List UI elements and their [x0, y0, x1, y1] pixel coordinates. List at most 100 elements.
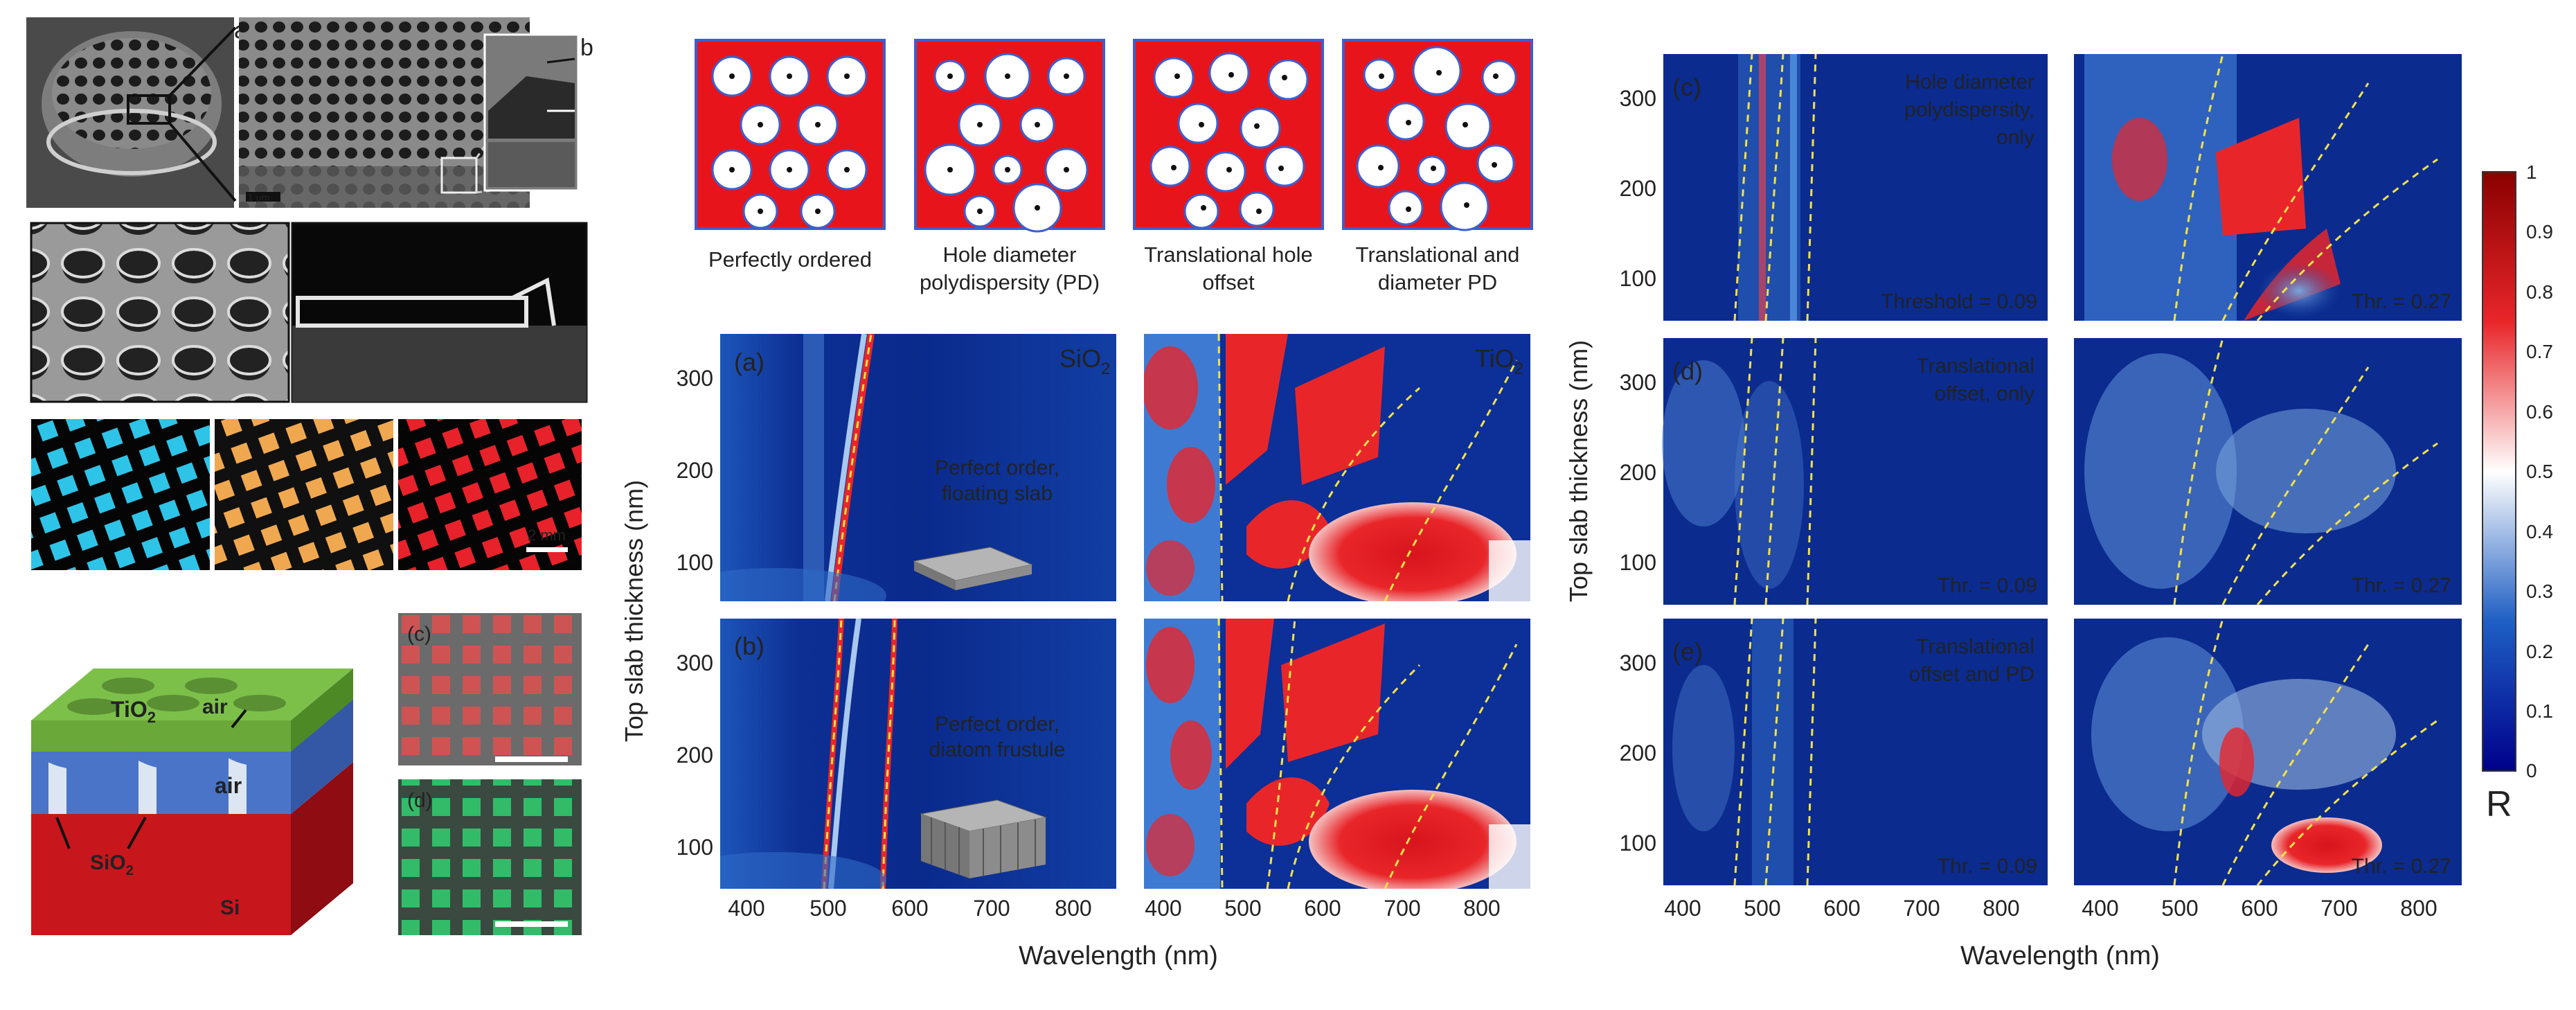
- xtick-r2-800: 800: [2400, 896, 2437, 921]
- heatmap-e-right: [2074, 618, 2462, 886]
- heatmap-d-left: [1662, 337, 2048, 605]
- note-e-line1: Translational: [1916, 635, 2034, 658]
- pattern-label-pd-line1: Hole diameter: [943, 242, 1077, 267]
- cbar-tick-0.5: 0.5: [2526, 461, 2553, 482]
- colorbar: [2482, 171, 2516, 772]
- xtick-r1-800: 800: [1983, 896, 2019, 921]
- photo-orange-pattern: [215, 419, 393, 570]
- slab-illustration-frustule: [920, 799, 1047, 878]
- sem-slab-cross-section: [291, 222, 588, 403]
- cbar-tick-0.1: 0.1: [2526, 700, 2553, 722]
- middle-ylabel: Top slab thickness (nm): [620, 480, 648, 742]
- threshold-e-right: Thr. = 0.27: [2352, 855, 2451, 878]
- xtick-m1-600: 600: [891, 896, 928, 921]
- sem-tilted-holes: [30, 222, 290, 403]
- colorbar-label: R: [2486, 784, 2512, 824]
- note-c-line1: Hole diameter: [1905, 71, 2034, 94]
- cbar-tick-0.9: 0.9: [2526, 221, 2553, 242]
- heatmap-c-left: [1663, 53, 2048, 321]
- xtick-r2-400: 400: [2082, 896, 2118, 921]
- right-xlabel: Wavelength (nm): [1960, 941, 2160, 971]
- xtick-m1-700: 700: [973, 896, 1010, 921]
- xtick-m2-700: 700: [1384, 896, 1420, 921]
- ytick-d-200: 200: [1620, 460, 1656, 485]
- xtick-m2-800: 800: [1463, 896, 1500, 921]
- xtick-r1-600: 600: [1823, 896, 1860, 921]
- photo-red-pattern: [398, 419, 582, 570]
- threshold-d-right: Thr. = 0.27: [2352, 574, 2451, 597]
- note-b-line1: Perfect order,: [935, 713, 1059, 736]
- ytick-b-100: 100: [677, 835, 713, 860]
- pattern-label-offset-line1: Translational hole: [1144, 242, 1313, 267]
- schematic-air-mid: air: [215, 773, 242, 798]
- panel-label-b: (b): [734, 632, 764, 660]
- micrograph-label-d: (d): [407, 789, 433, 812]
- pattern-label-pd-line2: polydispersity (PD): [920, 270, 1100, 294]
- xtick-r2-700: 700: [2320, 896, 2357, 921]
- heatmap-a-tio2: [1144, 334, 1530, 601]
- heatmap-a-sio2: [720, 334, 1116, 601]
- scale-bar-2mm: [526, 547, 568, 552]
- cbar-tick-0.4: 0.4: [2526, 521, 2553, 542]
- threshold-c-left: Threshold = 0.09: [1881, 290, 2037, 313]
- note-c-line2: polydispersity,: [1904, 98, 2034, 121]
- note-d-line2: offset, only: [1934, 382, 2034, 405]
- pattern-diameter-pd: [914, 39, 1105, 233]
- xtick-m1-500: 500: [810, 896, 846, 921]
- tio2-title: TiO2: [1475, 344, 1523, 378]
- cbar-tick-0.6: 0.6: [2526, 401, 2553, 423]
- ytick-b-300: 300: [677, 650, 713, 675]
- ytick-d-100: 100: [1620, 550, 1656, 575]
- ytick-a-300: 300: [677, 366, 713, 391]
- xtick-r2-500: 500: [2161, 896, 2198, 921]
- heatmap-b-sio2: [720, 619, 1116, 889]
- middle-xlabel: Wavelength (nm): [1019, 941, 1218, 971]
- xtick-m1-800: 800: [1055, 896, 1091, 921]
- schematic-3d: [31, 668, 353, 935]
- sio2-title: SiO2: [1059, 344, 1110, 378]
- heatmap-b-tio2: [1144, 619, 1530, 889]
- micrograph-label-c: (c): [407, 623, 431, 646]
- note-b-line2: diatom frustule: [929, 738, 1066, 761]
- ytick-e-100: 100: [1620, 831, 1656, 856]
- slab-illustration-floating: [913, 547, 1033, 590]
- panel-label-a: (a): [734, 348, 764, 376]
- xtick-m2-500: 500: [1224, 896, 1261, 921]
- pattern-label-ordered: Perfectly ordered: [708, 247, 872, 272]
- cbar-tick-0.7: 0.7: [2526, 341, 2553, 362]
- sem-scale-bar: 1 μm: [248, 192, 269, 203]
- panel-label-d: (d): [1672, 357, 1703, 385]
- panel-label-c: (c): [1672, 73, 1701, 101]
- note-e-line2: offset and PD: [1909, 663, 2034, 686]
- schematic-sio2-label: SiO2: [90, 851, 134, 878]
- cbar-tick-1: 1: [2526, 161, 2537, 183]
- panel-label-e: (e): [1672, 637, 1703, 666]
- heatmap-c-right: [2074, 53, 2462, 321]
- pattern-label-offset-line2: offset: [1202, 270, 1255, 294]
- ytick-c-300: 300: [1620, 86, 1656, 111]
- ytick-e-300: 300: [1620, 650, 1656, 675]
- schematic-si-label: Si: [220, 896, 240, 919]
- ytick-a-200: 200: [677, 458, 713, 483]
- pattern-perfectly-ordered: [695, 39, 886, 230]
- micrograph-c: [398, 613, 582, 765]
- cbar-tick-0.8: 0.8: [2526, 281, 2553, 303]
- threshold-c-right: Thr. = 0.27: [2352, 290, 2451, 313]
- cbar-tick-0.3: 0.3: [2526, 581, 2553, 602]
- ytick-d-300: 300: [1620, 370, 1656, 395]
- threshold-d-left: Thr. = 0.09: [1938, 574, 2037, 597]
- xtick-m1-400: 400: [728, 896, 764, 921]
- note-c-line3: only: [1996, 126, 2034, 149]
- ytick-c-100: 100: [1620, 266, 1656, 291]
- pattern-translational-and-pd: [1342, 39, 1533, 231]
- note-a-line2: floating slab: [942, 482, 1053, 505]
- cbar-tick-0: 0: [2526, 760, 2537, 781]
- sem-label-b: b: [580, 35, 593, 61]
- pattern-translational-offset: [1133, 39, 1324, 230]
- heatmap-d-right: [2074, 337, 2462, 605]
- right-ylabel: Top slab thickness (nm): [1564, 340, 1593, 602]
- sem-inset-cross-section: [483, 33, 580, 192]
- pattern-label-both-line2: diameter PD: [1378, 270, 1497, 294]
- schematic-air-top: air: [202, 696, 228, 718]
- scale-label-2mm: 2 mm: [528, 526, 566, 544]
